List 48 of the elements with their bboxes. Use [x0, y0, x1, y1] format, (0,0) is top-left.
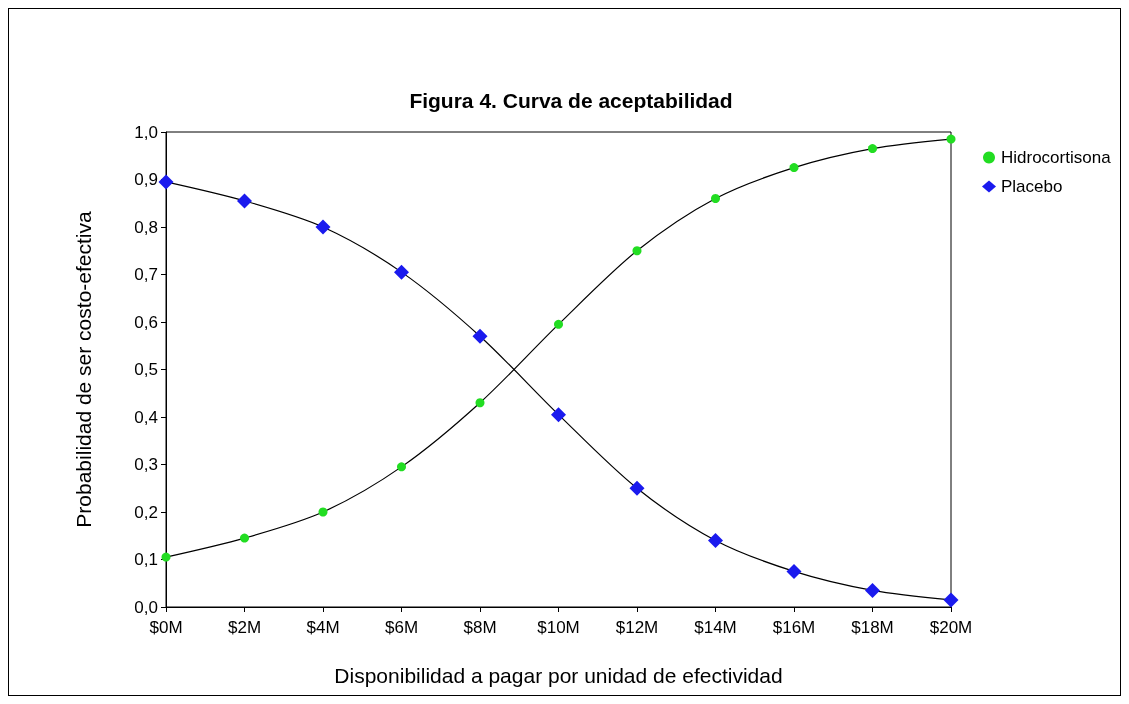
- y-tick-label: 0,1: [134, 550, 158, 569]
- x-tick-label: $0M: [149, 618, 183, 637]
- x-tick-label: $2M: [227, 618, 262, 637]
- y-tick-label: 0,3: [134, 455, 158, 474]
- x-tick-label: $14M: [694, 618, 737, 637]
- point: [554, 319, 563, 329]
- y-tick-label: 0,8: [134, 217, 158, 237]
- point: [394, 264, 409, 280]
- y-tick-label: 0,6: [134, 312, 158, 332]
- x-tick-label: $8M: [463, 618, 497, 637]
- x-tick-label: $12M: [615, 618, 659, 637]
- point: [943, 592, 959, 608]
- point: [711, 194, 720, 203]
- y-tick-label: 1,0: [134, 122, 158, 142]
- y-tick-label: 0,7: [134, 265, 158, 284]
- point: [397, 462, 406, 472]
- point: [632, 246, 642, 256]
- x-tick-label: $10M: [537, 618, 580, 637]
- x-tick-label: $6M: [384, 618, 419, 637]
- point: [315, 219, 331, 235]
- y-tick-label: 0,0: [134, 597, 158, 617]
- point: [629, 480, 645, 496]
- point: [789, 163, 799, 173]
- x-tick-label: $4M: [306, 618, 340, 637]
- point: [472, 328, 488, 344]
- point: [865, 582, 880, 598]
- x-tick-label: $20M: [929, 618, 973, 637]
- y-tick-label: 0,9: [134, 170, 158, 189]
- point: [946, 134, 956, 144]
- chart-title: Figura 4. Curva de aceptabilidad: [409, 89, 733, 112]
- point: [158, 174, 174, 190]
- y-tick-label: 0,5: [134, 360, 158, 379]
- point: [237, 193, 252, 209]
- point: [318, 507, 328, 517]
- x-tick-label: $16M: [772, 618, 816, 637]
- y-tick-label: 0,4: [134, 407, 158, 427]
- y-axis-title: Probabilidad de ser costo-efectiva: [72, 211, 95, 528]
- legend-label: Placebo: [1001, 177, 1063, 196]
- x-tick-label: $18M: [851, 618, 894, 637]
- x-axis-title: Disponibilidad a pagar por unidad de efectividad: [334, 664, 783, 687]
- point: [786, 563, 802, 579]
- point: [551, 407, 566, 423]
- point: [475, 398, 485, 408]
- legend-label: Hidrocortisona: [1001, 148, 1112, 167]
- point: [868, 144, 877, 154]
- point: [240, 533, 249, 543]
- y-tick-label: 0,2: [134, 502, 158, 522]
- point: [708, 533, 723, 548]
